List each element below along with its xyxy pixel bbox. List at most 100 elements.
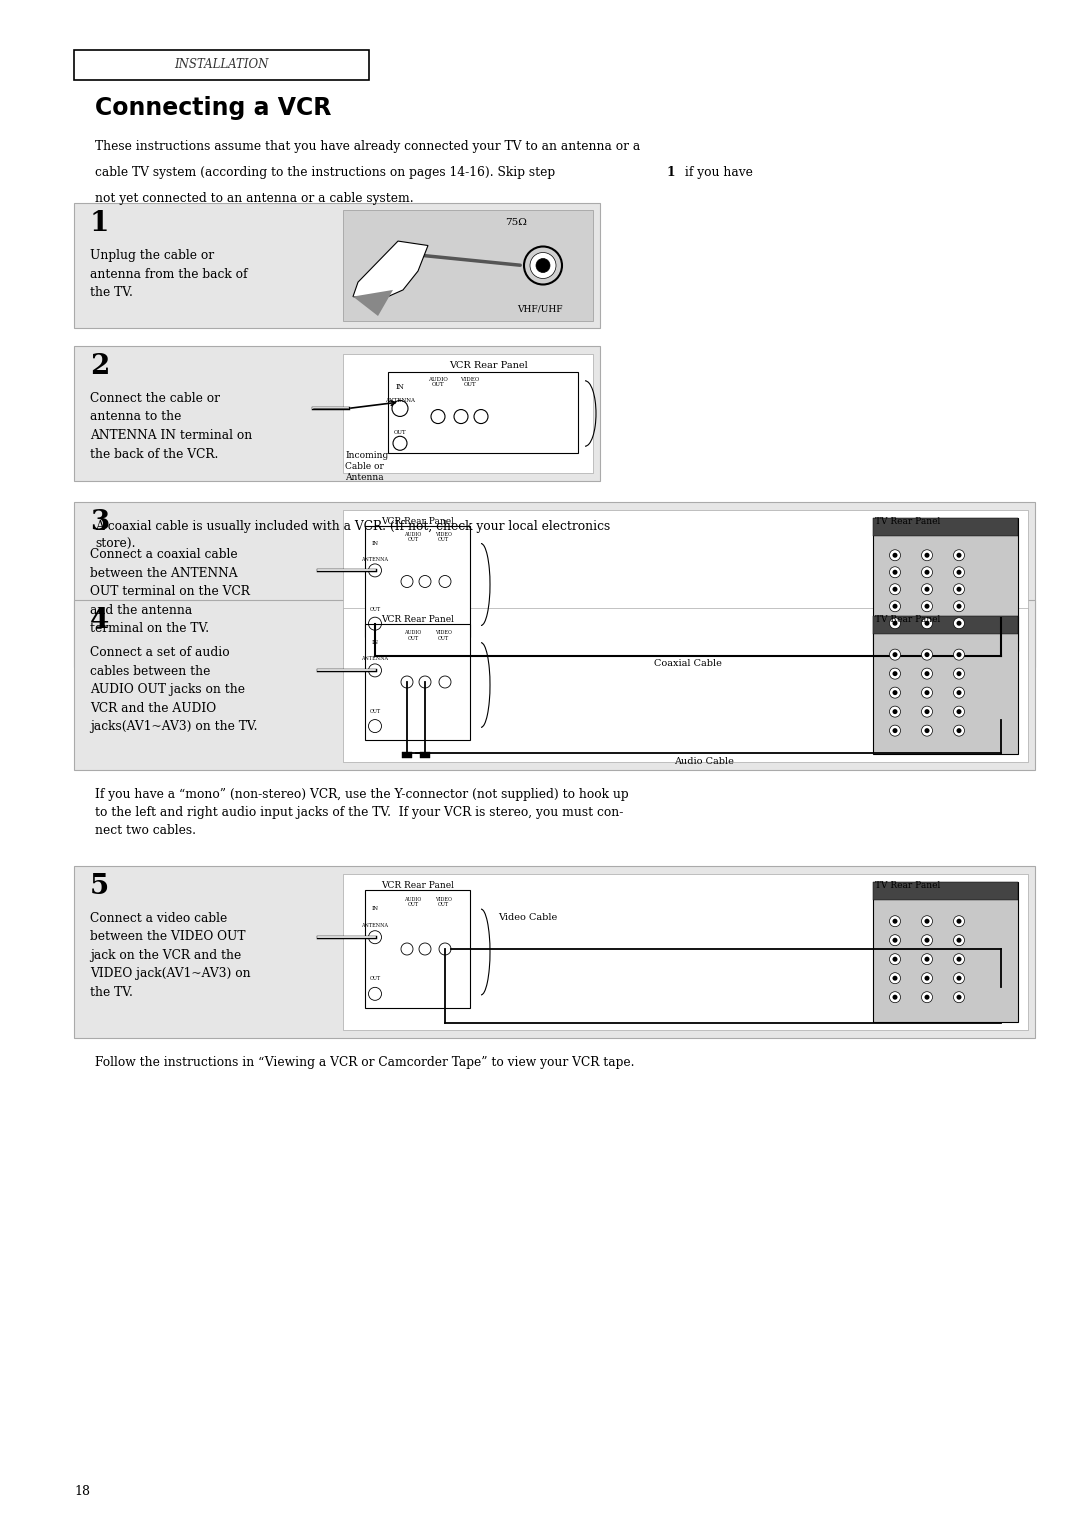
FancyBboxPatch shape [75,345,600,481]
Text: A coaxial cable is usually included with a VCR. (If not, check your local electr: A coaxial cable is usually included with… [95,520,610,552]
Text: ANTENNA: ANTENNA [362,556,389,562]
Text: TV Rear Panel: TV Rear Panel [876,882,941,889]
Circle shape [921,668,932,678]
Circle shape [954,550,964,561]
Circle shape [890,726,901,736]
Text: Unplug the cable or
antenna from the back of
the TV.: Unplug the cable or antenna from the bac… [90,249,247,299]
FancyBboxPatch shape [873,616,1018,634]
FancyBboxPatch shape [343,510,1028,659]
Circle shape [921,601,932,611]
FancyBboxPatch shape [343,874,1028,1030]
Circle shape [924,587,930,591]
Circle shape [957,709,961,714]
Text: IN: IN [372,640,378,645]
Circle shape [924,652,930,657]
Circle shape [890,567,901,578]
Text: 1: 1 [90,209,109,237]
Circle shape [892,620,897,626]
Text: If you have a “mono” (non-stereo) VCR, use the Y-connector (not supplied) to hoo: If you have a “mono” (non-stereo) VCR, u… [95,788,629,837]
Text: ANTENNA: ANTENNA [362,657,389,662]
FancyBboxPatch shape [420,752,430,758]
Circle shape [892,729,897,733]
Circle shape [924,957,930,961]
Text: Incoming
Cable or
Antenna: Incoming Cable or Antenna [345,451,388,483]
Circle shape [957,553,961,558]
FancyBboxPatch shape [873,882,1018,1022]
FancyBboxPatch shape [402,752,411,758]
Circle shape [921,726,932,736]
Text: ANTENNA: ANTENNA [362,923,389,927]
Polygon shape [353,290,393,316]
Text: Connect a coaxial cable
between the ANTENNA
OUT terminal on the VCR
and the ante: Connect a coaxial cable between the ANTE… [90,549,249,636]
Circle shape [921,567,932,578]
Text: Video Cable: Video Cable [498,914,557,923]
Circle shape [924,570,930,575]
FancyBboxPatch shape [75,601,1035,770]
FancyBboxPatch shape [343,354,593,474]
FancyBboxPatch shape [365,623,470,740]
Circle shape [954,973,964,984]
Text: 2: 2 [90,353,109,380]
Circle shape [957,957,961,961]
Circle shape [921,550,932,561]
Text: Follow the instructions in “Viewing a VCR or Camcorder Tape” to view your VCR ta: Follow the instructions in “Viewing a VC… [95,1056,635,1070]
Circle shape [924,709,930,714]
Circle shape [921,617,932,628]
Circle shape [954,953,964,964]
Text: OUT: OUT [369,709,380,714]
Circle shape [924,995,930,999]
Circle shape [957,671,961,675]
Text: cable TV system (according to the instructions on pages 14-16). Skip step: cable TV system (according to the instru… [95,167,559,179]
Circle shape [892,587,897,591]
Circle shape [892,938,897,943]
Text: TV Rear Panel: TV Rear Panel [876,516,941,526]
Circle shape [890,973,901,984]
Text: OUT: OUT [394,431,406,435]
Circle shape [957,620,961,626]
Text: 18: 18 [75,1485,90,1497]
Circle shape [924,729,930,733]
Circle shape [890,550,901,561]
FancyBboxPatch shape [365,889,470,1008]
Text: if you have: if you have [681,167,753,179]
Circle shape [924,918,930,924]
Text: IN: IN [395,382,404,391]
Circle shape [957,587,961,591]
Circle shape [892,604,897,608]
Text: AUDIO
OUT: AUDIO OUT [404,897,421,908]
FancyBboxPatch shape [75,50,369,79]
Circle shape [892,957,897,961]
Text: Connect the cable or
antenna to the
ANTENNA IN terminal on
the back of the VCR.: Connect the cable or antenna to the ANTE… [90,393,253,460]
Circle shape [954,601,964,611]
Circle shape [921,649,932,660]
Circle shape [892,709,897,714]
Circle shape [954,688,964,698]
Circle shape [921,992,932,1002]
Text: These instructions assume that you have already connected your TV to an antenna : These instructions assume that you have … [95,141,640,153]
Circle shape [890,992,901,1002]
FancyBboxPatch shape [75,866,1035,1038]
Circle shape [890,935,901,946]
Circle shape [921,935,932,946]
FancyBboxPatch shape [873,882,1018,900]
Circle shape [954,706,964,717]
Circle shape [892,553,897,558]
FancyBboxPatch shape [75,203,600,329]
Text: Connect a video cable
between the VIDEO OUT
jack on the VCR and the
VIDEO jack(A: Connect a video cable between the VIDEO … [90,912,251,999]
Circle shape [921,706,932,717]
FancyBboxPatch shape [873,518,1018,651]
Text: IN: IN [372,906,378,911]
Text: OUT: OUT [369,607,380,611]
Circle shape [892,995,897,999]
Circle shape [890,649,901,660]
Circle shape [536,258,550,272]
Circle shape [954,992,964,1002]
Circle shape [890,584,901,594]
Circle shape [530,252,556,278]
FancyBboxPatch shape [873,616,1018,753]
Circle shape [921,973,932,984]
Text: Connecting a VCR: Connecting a VCR [95,96,332,121]
Text: 75Ω: 75Ω [505,219,527,228]
Text: VCR Rear Panel: VCR Rear Panel [448,361,527,370]
Circle shape [957,995,961,999]
